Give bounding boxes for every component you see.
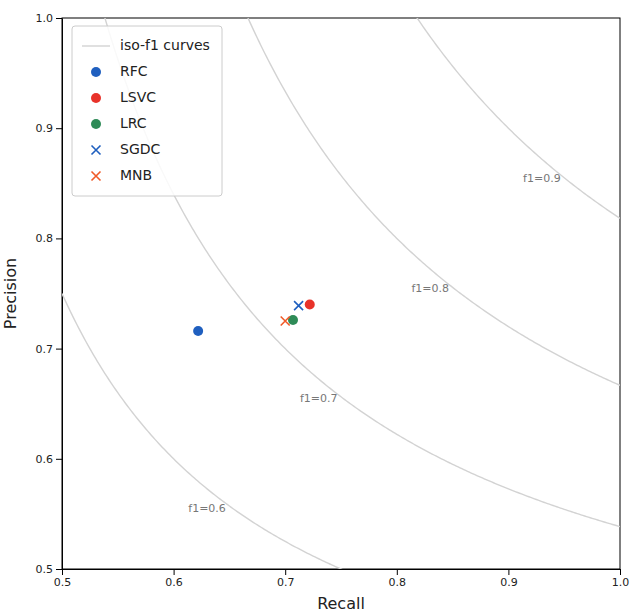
x-axis-title: Recall	[317, 594, 365, 613]
legend: iso-f1 curves RFC LSVC LRC SGDC MNB	[72, 26, 222, 196]
x-tick: 0.8	[389, 569, 407, 589]
chart: 0.5 0.6 0.7 0.8 0.9 1.0 0.5 0.6 0.7 0.8 0.9 1.0 Reca…	[0, 0, 640, 615]
legend-label: MNB	[120, 167, 152, 183]
legend-label: SGDC	[120, 141, 161, 157]
legend-box	[72, 26, 222, 196]
data-point	[294, 301, 303, 310]
x-tick-label: 0.5	[54, 576, 72, 589]
x-tick-mark	[620, 569, 621, 575]
legend-item: LRC	[91, 115, 147, 131]
legend-swatch	[91, 67, 101, 77]
iso-f1-curve	[62, 18, 620, 527]
x-axis: 0.5 0.6 0.7 0.8 0.9 1.0	[54, 569, 630, 589]
iso-f1-label: f1=0.9	[523, 172, 561, 185]
y-tick: 1.0	[36, 12, 63, 25]
legend-item: iso-f1 curves	[82, 37, 210, 53]
y-tick-mark	[56, 18, 62, 19]
y-tick: 0.5	[36, 563, 63, 576]
plot: 0.5 0.6 0.7 0.8 0.9 1.0 0.5 0.6 0.7 0.8 0.9 1.0 Reca…	[1, 0, 629, 615]
y-axis: 0.5 0.6 0.7 0.8 0.9 1.0	[36, 12, 63, 576]
y-tick-label: 0.7	[36, 343, 54, 356]
y-tick-mark	[56, 238, 62, 239]
x-tick-label: 0.8	[389, 576, 407, 589]
iso-f1-curve	[62, 18, 620, 385]
plot-frame	[62, 18, 620, 569]
y-tick-label: 0.9	[36, 122, 54, 135]
y-tick: 0.9	[36, 122, 63, 135]
iso-f1-curve	[62, 294, 620, 570]
legend-swatch	[82, 45, 110, 46]
y-tick: 0.8	[36, 232, 63, 245]
x-tick-mark	[285, 569, 286, 575]
legend-item: MNB	[92, 167, 153, 183]
x-axis-line	[63, 569, 621, 570]
y-tick-mark	[56, 569, 62, 570]
legend-label: iso-f1 curves	[120, 37, 210, 53]
legend-swatch	[92, 172, 101, 181]
legend-label: LRC	[120, 115, 147, 131]
x-tick: 1.0	[612, 569, 630, 589]
legend-item: RFC	[91, 63, 148, 79]
x-tick: 0.5	[54, 569, 72, 589]
x-tick-label: 1.0	[612, 576, 630, 589]
legend-item: SGDC	[92, 141, 161, 157]
legend-swatch	[91, 119, 101, 129]
x-tick-mark	[174, 569, 175, 575]
legend-swatch	[92, 146, 101, 155]
x-tick-mark	[397, 569, 398, 575]
legend-item: LSVC	[91, 89, 156, 105]
y-tick: 0.7	[36, 343, 63, 356]
x-tick-label: 0.7	[277, 576, 295, 589]
y-tick-label: 0.5	[36, 563, 54, 576]
y-tick: 0.6	[36, 453, 63, 466]
iso-f1-label: f1=0.8	[411, 282, 449, 295]
iso-f1-label: f1=0.7	[300, 392, 338, 405]
y-tick-mark	[56, 459, 62, 460]
y-tick-mark	[56, 349, 62, 350]
y-tick-label: 0.8	[36, 232, 54, 245]
x-tick-label: 0.9	[500, 576, 518, 589]
y-tick-label: 0.6	[36, 453, 54, 466]
x-tick-label: 0.6	[165, 576, 183, 589]
x-tick: 0.9	[500, 569, 518, 589]
legend-label: RFC	[120, 63, 148, 79]
y-tick-label: 1.0	[36, 12, 54, 25]
y-axis-title: Precision	[1, 258, 20, 329]
x-tick-mark	[508, 569, 509, 575]
x-tick: 0.7	[277, 569, 295, 589]
data-point	[193, 326, 203, 336]
data-point	[281, 317, 290, 326]
data-point	[305, 300, 315, 310]
x-tick-mark	[62, 569, 63, 575]
marks	[62, 18, 620, 569]
iso-f1-label: f1=0.6	[188, 502, 226, 515]
legend-swatch	[91, 93, 101, 103]
x-tick: 0.6	[165, 569, 183, 589]
legend-label: LSVC	[120, 89, 156, 105]
y-tick-mark	[56, 128, 62, 129]
